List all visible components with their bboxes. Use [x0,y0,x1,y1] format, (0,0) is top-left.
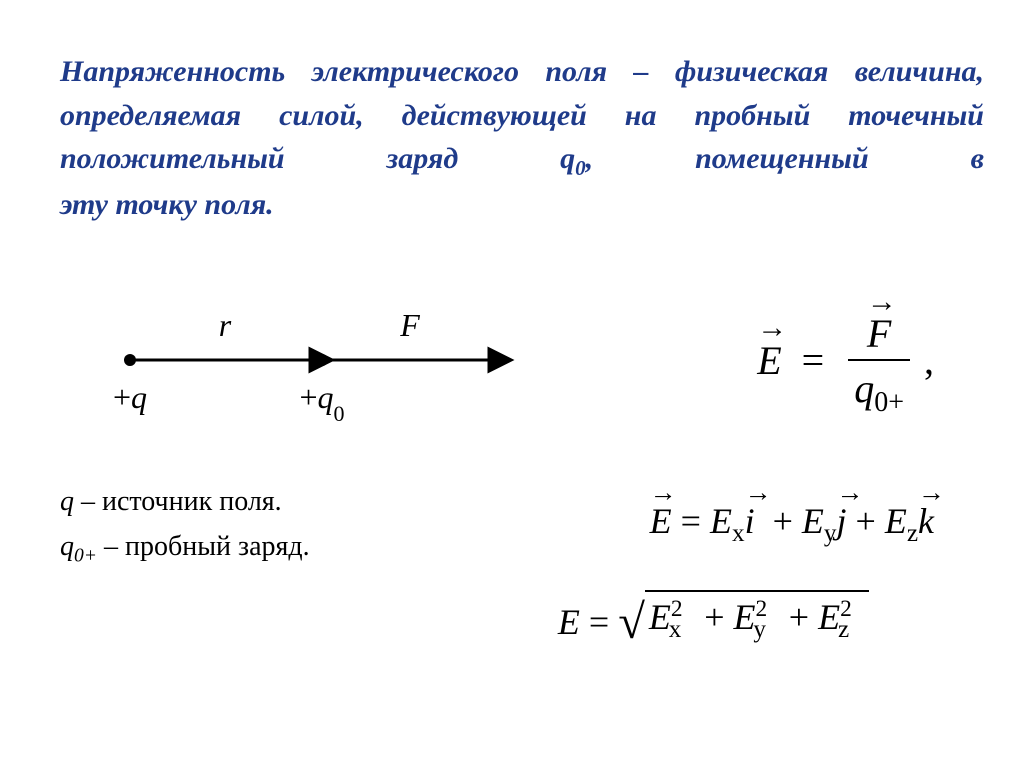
coef-Ez: E [885,501,907,541]
legend-text-test: – пробный заряд. [97,531,310,562]
sub-y: y [824,520,837,547]
source-charge-point [124,354,136,366]
fraction: F q0+ [848,310,910,419]
term-Ey: Eyj [802,501,847,541]
plus-2: + [856,501,885,541]
mag-term-y: E2y [734,597,780,637]
label-plus-q: +q [113,379,147,415]
unit-i: i [745,500,755,542]
term-Ez: Ezk [885,501,934,541]
label-r: r [219,307,232,343]
formula-E-magnitude: E = √ E2x + E2y + E2z [558,590,869,646]
label-F: F [399,307,420,343]
slide: Напряженность электрического поля – физи… [0,0,1024,768]
vector-E-comp: E [650,500,672,542]
mag-sub-x: x [669,616,682,643]
legend-item-test: q0+ – пробный заряд. [60,525,310,572]
equals-sign-2: = [681,501,710,541]
formula-E-components: E = Exi + Eyj + Ezk [650,500,934,548]
mag-sub-z: z [838,616,849,643]
term-Ex: Exi [710,501,755,541]
legend-symbol-q0: q0+ [60,531,97,562]
sub-x: x [732,520,745,547]
test-charge-point [316,354,328,366]
definition-line-last: эту точку поля. [60,183,984,227]
trailing-comma: , [924,338,934,383]
sub-z: z [907,520,918,547]
mag-Ex: E [649,597,671,637]
sqrt: √ E2x + E2y + E2z [618,590,869,646]
coef-Ex: E [710,501,732,541]
mag-term-z: E2z [818,597,863,637]
equals-sign-3: = [589,602,618,642]
denominator-sub: 0+ [874,387,904,418]
legend-item-source: q – источник поля. [60,480,310,525]
label-plus-q0: +q0 [299,379,344,426]
mag-term-x: E2x [649,597,695,637]
fraction-denominator: q0+ [848,361,910,419]
mag-sub-y: y [753,616,766,643]
lhs-E-mag: E [558,602,580,642]
unit-k: k [918,500,934,542]
formula-E-definition: E = F q0+ , [757,310,934,419]
denominator-q: q [854,366,874,411]
legend-symbol-q: q [60,486,74,517]
mag-Ez: E [818,597,840,637]
radical-sign: √ [618,594,645,650]
coef-Ey: E [802,501,824,541]
definition-line: Напряженность электрического поля – физи… [60,55,984,175]
vector-E: E [757,337,781,384]
legend: q – источник поля. q0+ – пробный заряд. [60,480,310,572]
plus-1: + [764,501,802,541]
vector-F: F [867,310,891,357]
legend-text-source: – источник поля. [74,486,282,517]
fraction-numerator: F [848,310,910,361]
plus-4: + [789,597,818,637]
plus-3: + [704,597,733,637]
equals-sign: = [792,338,835,383]
definition-text: Напряженность электрического поля – физи… [60,50,984,227]
radicand: E2x + E2y + E2z [645,590,869,646]
force-diagram: r F +q +q0 [110,300,530,450]
unit-j: j [837,500,847,542]
